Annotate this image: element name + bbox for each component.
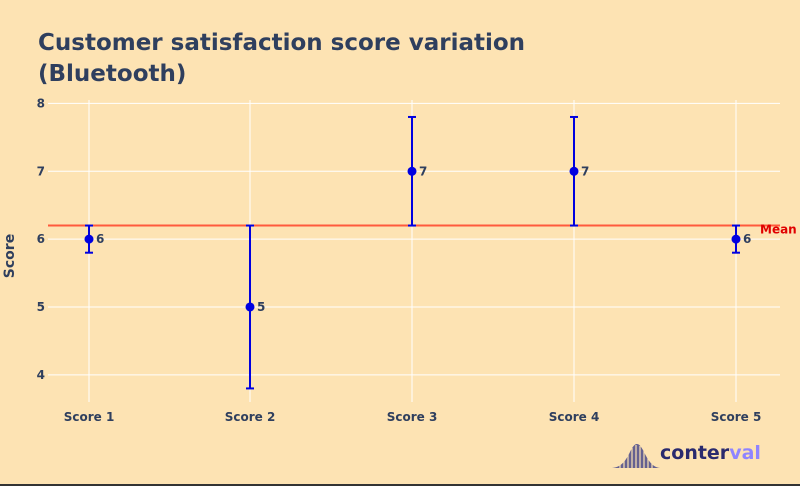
logo-text-accent: val <box>729 442 761 464</box>
chart-title: Customer satisfaction score variation (Bl… <box>38 28 598 90</box>
data-label: 6 <box>743 232 751 246</box>
logo-text: conterval <box>660 442 761 464</box>
x-tick-label: Score 1 <box>64 410 115 424</box>
data-label: 6 <box>96 232 104 246</box>
data-point <box>84 234 94 244</box>
mean-label: Mean <box>760 223 797 237</box>
y-tick-label: 5 <box>37 300 45 314</box>
y-axis-title: Score <box>2 234 18 278</box>
data-point <box>245 302 255 312</box>
y-tick-label: 4 <box>37 368 45 382</box>
data-label: 5 <box>257 300 265 314</box>
chart-title-line1: Customer satisfaction score variation <box>38 30 526 56</box>
y-tick-label: 7 <box>37 164 45 178</box>
y-tick-label: 6 <box>37 232 45 246</box>
data-label: 7 <box>581 164 589 178</box>
x-tick-label: Score 5 <box>711 410 762 424</box>
logo-mark-icon <box>612 444 660 468</box>
y-tick-label: 8 <box>37 96 45 110</box>
x-tick-label: Score 2 <box>225 410 276 424</box>
conterval-logo: conterval <box>612 440 772 470</box>
bottom-divider <box>0 484 800 486</box>
chart-title-line2: (Bluetooth) <box>38 61 187 87</box>
x-tick-label: Score 3 <box>387 410 438 424</box>
x-tick-label: Score 4 <box>549 410 600 424</box>
data-point <box>569 166 579 176</box>
logo-text-main: conter <box>660 442 730 464</box>
data-point <box>731 234 741 244</box>
data-point <box>407 166 417 176</box>
data-label: 7 <box>419 164 427 178</box>
